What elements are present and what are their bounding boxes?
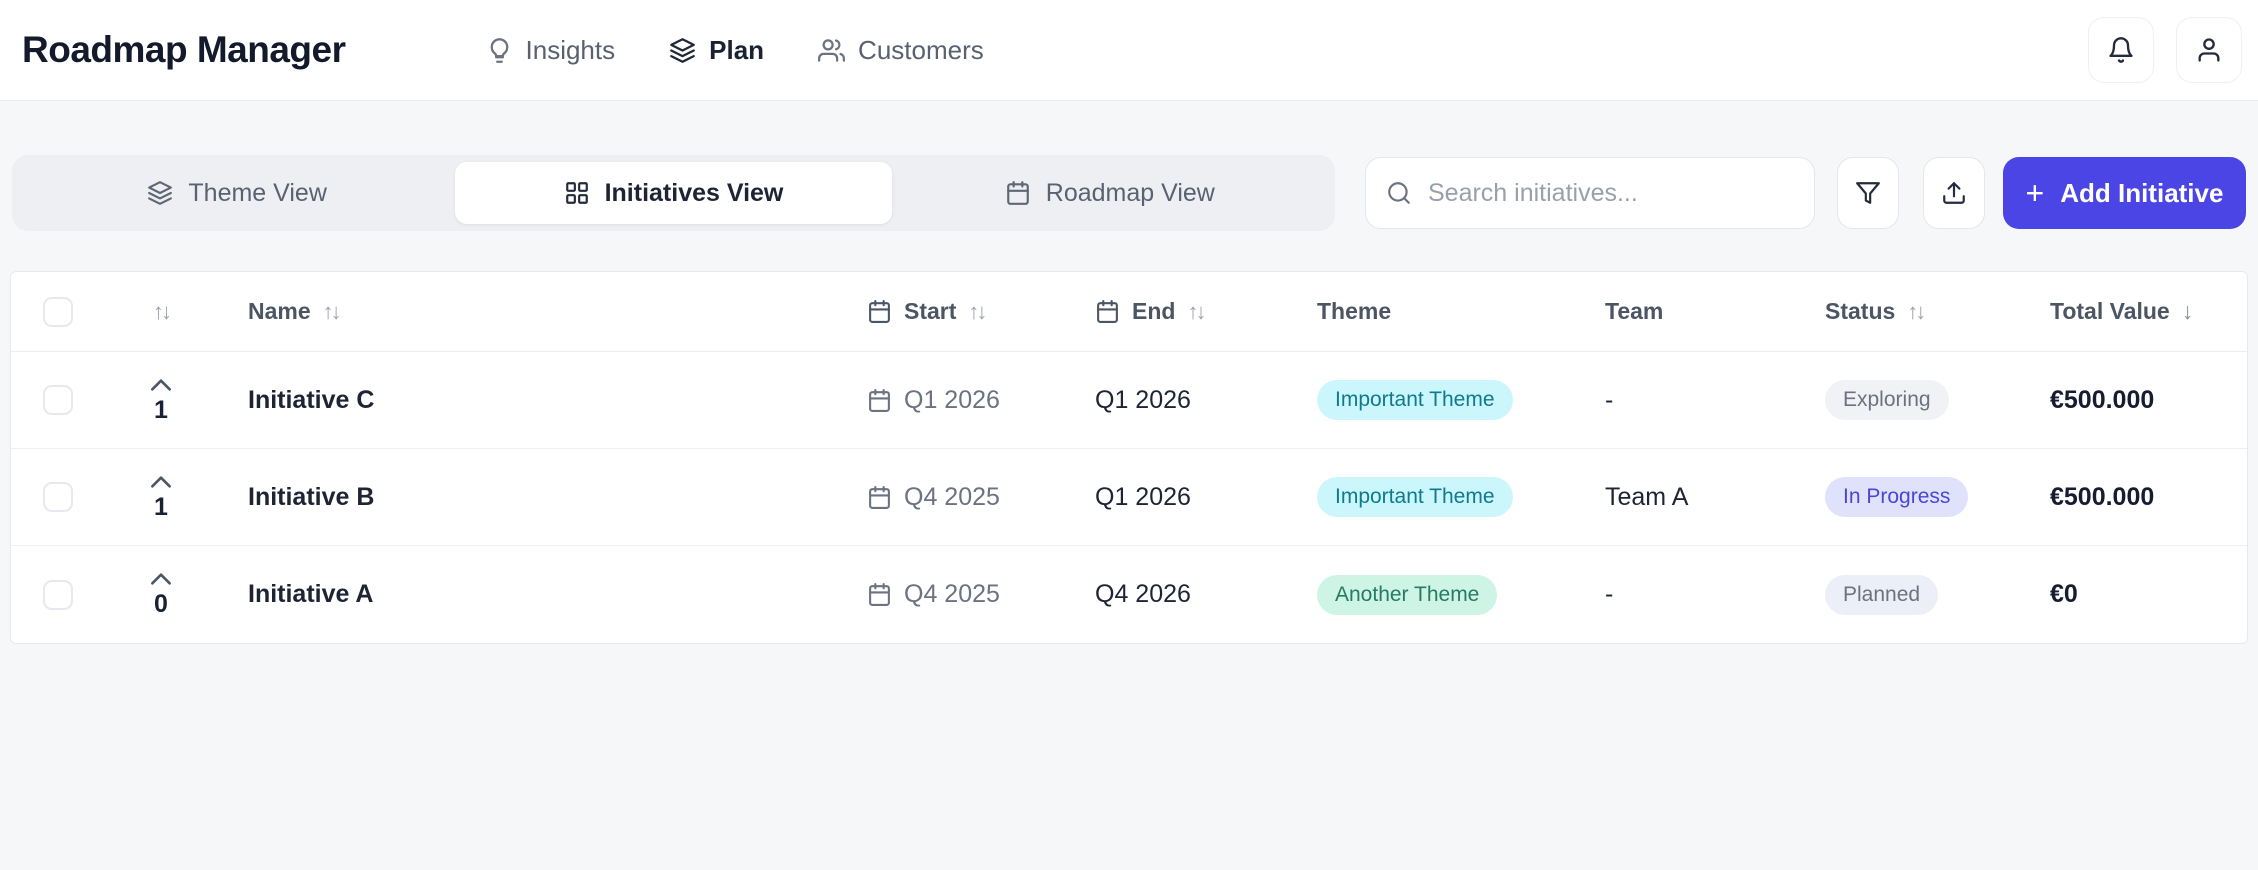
profile-button[interactable]: [2176, 17, 2242, 83]
app-title: Roadmap Manager: [22, 29, 346, 70]
notifications-button[interactable]: [2088, 17, 2154, 83]
filter-button[interactable]: [1837, 157, 1899, 229]
search-input[interactable]: [1428, 178, 1794, 208]
upvote-button[interactable]: [148, 570, 174, 588]
column-header-status[interactable]: Status ↑↓: [1825, 298, 1926, 324]
sort-icon[interactable]: ↑↓: [153, 298, 172, 324]
theme-badge: Another Theme: [1317, 574, 1498, 615]
status-badge: Exploring: [1825, 380, 1949, 420]
user-icon: [2195, 36, 2223, 64]
nav-label: Insights: [525, 34, 616, 65]
chevron-up-icon: [148, 376, 174, 394]
calendar-icon: [1095, 299, 1120, 324]
status-badge: Planned: [1825, 574, 1939, 615]
lightbulb-icon: [486, 37, 513, 64]
team-name: Team A: [1605, 482, 1689, 511]
tab-theme-view[interactable]: Theme View: [19, 162, 455, 224]
add-initiative-label: Add Initiative: [2060, 177, 2224, 208]
initiative-name[interactable]: Initiative B: [248, 482, 375, 511]
filter-icon: [1855, 180, 1881, 206]
calendar-icon: [1005, 180, 1031, 206]
start-date: Q4 2025: [904, 482, 1000, 511]
search-box: [1365, 157, 1815, 229]
toolbar: Theme View Initiatives View Roadmap View: [12, 155, 2246, 231]
calendar-icon: [867, 485, 892, 510]
vote-widget: 1: [148, 473, 174, 522]
top-header: Roadmap Manager Insights Plan Customers: [0, 0, 2258, 101]
theme-badge: Important Theme: [1317, 380, 1513, 420]
vote-count: 1: [154, 492, 168, 521]
end-date: Q1 2026: [1095, 482, 1191, 511]
nav-label: Plan: [709, 34, 765, 65]
upvote-button[interactable]: [148, 376, 174, 394]
start-date: Q1 2026: [904, 385, 1000, 414]
table-body: 1 Initiative C Q1 2026 Q1 2026 Important…: [11, 352, 2247, 643]
users-icon: [818, 37, 846, 64]
add-initiative-button[interactable]: + Add Initiative: [2003, 157, 2246, 229]
main-nav: Insights Plan Customers: [486, 35, 984, 66]
upload-icon: [1941, 180, 1967, 206]
row-checkbox[interactable]: [43, 385, 73, 415]
column-header-name[interactable]: Name ↑↓: [248, 298, 342, 324]
view-tabs: Theme View Initiatives View Roadmap View: [12, 155, 1335, 231]
theme-badge: Important Theme: [1317, 477, 1513, 517]
calendar-icon: [867, 388, 892, 413]
vote-widget: 1: [148, 376, 174, 425]
plus-icon: +: [2025, 175, 2045, 211]
layers-icon: [669, 37, 696, 64]
nav-label: Customers: [858, 34, 984, 65]
layers-icon: [147, 180, 173, 206]
tab-initiatives-view[interactable]: Initiatives View: [455, 162, 892, 224]
table-row: 1 Initiative C Q1 2026 Q1 2026 Important…: [11, 352, 2247, 449]
column-header-team: Team: [1605, 298, 1664, 324]
table-header-row: ↑↓ Name ↑↓ Start ↑↓ End ↑↓ Theme Team St: [11, 272, 2247, 352]
chevron-up-icon: [148, 570, 174, 588]
upvote-button[interactable]: [148, 473, 174, 491]
row-checkbox[interactable]: [43, 482, 73, 512]
team-name: -: [1605, 580, 1614, 608]
sort-icon: ↑↓: [968, 298, 987, 324]
tab-roadmap-view[interactable]: Roadmap View: [892, 162, 1328, 224]
initiative-name[interactable]: Initiative C: [248, 385, 375, 414]
sort-desc-icon: ↓: [2181, 298, 2194, 324]
search-icon: [1386, 180, 1412, 206]
bell-icon: [2107, 36, 2135, 64]
vote-count: 1: [154, 395, 168, 424]
calendar-icon: [867, 299, 892, 324]
nav-item-insights[interactable]: Insights: [486, 34, 616, 66]
total-value: €500.000: [2050, 482, 2155, 511]
sort-icon: ↑↓: [1907, 298, 1926, 324]
status-badge: In Progress: [1825, 477, 1969, 517]
chevron-up-icon: [148, 473, 174, 491]
vote-widget: 0: [148, 570, 174, 619]
column-header-total-value[interactable]: Total Value ↓: [2050, 298, 2194, 324]
export-button[interactable]: [1923, 157, 1985, 229]
total-value: €500.000: [2050, 385, 2155, 414]
start-date: Q4 2025: [904, 580, 1000, 608]
calendar-icon: [867, 582, 892, 607]
nav-item-customers[interactable]: Customers: [818, 35, 984, 66]
nav-item-plan[interactable]: Plan: [669, 35, 764, 66]
total-value: €0: [2050, 580, 2078, 608]
initiatives-table: ↑↓ Name ↑↓ Start ↑↓ End ↑↓ Theme Team St: [10, 271, 2248, 644]
end-date: Q1 2026: [1095, 385, 1191, 414]
tab-label: Theme View: [188, 178, 327, 207]
table-row: 1 Initiative B Q4 2025 Q1 2026 Important…: [11, 449, 2247, 546]
initiative-name[interactable]: Initiative A: [248, 580, 374, 608]
column-header-start[interactable]: Start ↑↓: [855, 298, 1085, 325]
row-checkbox[interactable]: [43, 579, 73, 610]
select-all-checkbox[interactable]: [43, 296, 73, 327]
tab-label: Initiatives View: [604, 178, 784, 207]
sort-icon: ↑↓: [322, 298, 342, 324]
column-header-theme: Theme: [1317, 298, 1392, 324]
sort-icon: ↑↓: [1187, 298, 1206, 324]
header-actions: [2088, 17, 2242, 83]
vote-count: 0: [154, 590, 168, 618]
tab-label: Roadmap View: [1045, 178, 1215, 207]
grid-icon: [564, 180, 590, 206]
end-date: Q4 2026: [1095, 580, 1191, 608]
team-name: -: [1605, 385, 1614, 414]
column-header-end[interactable]: End ↑↓: [1085, 298, 1295, 325]
table-row: 0 Initiative A Q4 2025 Q4 2026 Another T…: [11, 546, 2247, 643]
